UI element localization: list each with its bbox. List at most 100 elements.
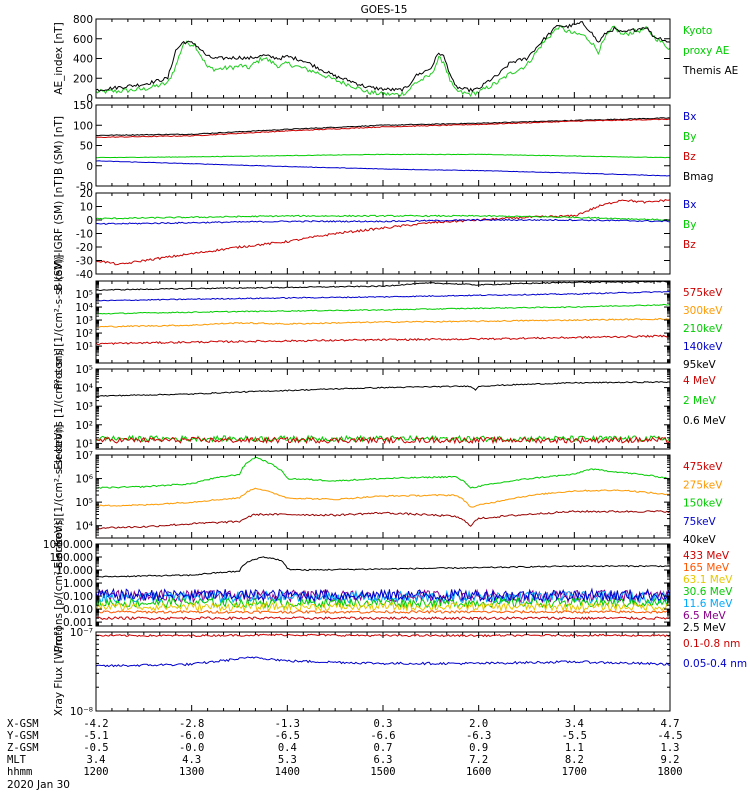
y-axis-label: AE_index [nT]: [53, 22, 65, 94]
y-tick-label: 200: [73, 73, 93, 85]
y-tick-label: 50: [80, 141, 93, 153]
legend-entry: 433 MeV: [683, 550, 730, 562]
legend-entry: Bx: [683, 111, 696, 123]
plot-title: GOES-15: [361, 4, 408, 16]
legend-entry: 0.05-0.4 nm: [683, 658, 747, 670]
axis-row-label: MLT: [7, 754, 27, 766]
series-140kev: [96, 290, 670, 302]
axis-value: 1.1: [565, 742, 584, 754]
axis-value: 3.4: [565, 718, 584, 730]
series-300kev: [96, 317, 670, 328]
legend-entry: Bz: [683, 151, 696, 163]
axis-value: 1400: [275, 766, 300, 778]
y-tick-label: 0.010: [63, 604, 93, 616]
y-tick-label: -40: [76, 269, 93, 281]
y-axis-label: Electrons [1/(cm²-s-sr)]: [53, 348, 65, 470]
series-475kev: [96, 509, 670, 530]
axis-value: 2.0: [469, 718, 488, 730]
legend-entry: 575keV: [683, 287, 723, 299]
y-tick-label: -50: [76, 181, 93, 193]
axis-value: -0.0: [179, 742, 204, 754]
y-tick-label: 10¹: [75, 438, 93, 450]
series-4-mev: [96, 435, 670, 445]
series-by: [96, 214, 670, 222]
series-kyoto-proxy-ae: [96, 24, 670, 98]
legend-entry: 95keV: [683, 359, 717, 371]
legend-entry: 300keV: [683, 305, 723, 317]
series-bz: [96, 118, 670, 138]
panel-xray: 10⁻⁸ 10⁻⁷ Xray Flux [W/m²] 0.1-0.8 nm 0.05-0…: [53, 627, 747, 718]
panel-frame: [95, 104, 671, 187]
legend-entry: By: [683, 219, 696, 231]
y-tick-label: 600: [73, 34, 93, 46]
y-tick-label: 10⁵: [75, 497, 93, 509]
y-tick-label: 100: [73, 120, 93, 132]
axis-value: -6.0: [179, 730, 204, 742]
legend-entry: 165 MeV: [683, 562, 730, 574]
legend-entry: 75keV: [683, 516, 717, 528]
axis-value: 4.3: [182, 754, 201, 766]
axis-value: 1500: [370, 766, 395, 778]
series-2-5-mev: [96, 556, 670, 578]
axis-value: -6.6: [370, 730, 395, 742]
y-tick-label: 100.000: [50, 552, 93, 564]
y-tick-label: 10²: [75, 328, 93, 340]
y-tick-label: 10⁶: [75, 474, 93, 486]
panel-b_igrf: -40-30 -20-10 010 20 B (SM)-IGRF (SM) [nT] Bx…: [53, 176, 696, 291]
y-tick-label: 10⁵: [75, 289, 93, 301]
axis-value: -0.5: [83, 742, 108, 754]
y-tick-label: 400: [73, 54, 93, 66]
legend-entry: By: [683, 131, 696, 143]
axis-value: 0.4: [278, 742, 297, 754]
y-tick-label: 10³: [75, 401, 93, 413]
legend-entry: 4 MeV: [683, 375, 717, 387]
y-tick-label: 0.100: [63, 591, 93, 603]
series-0-6-mev: [96, 381, 670, 397]
series-themis-ae: [96, 21, 670, 93]
legend-entry: Bmag: [683, 171, 714, 183]
y-axis-label: Protons [p/(cm²-s-sr-keV)]: [53, 518, 65, 653]
series-165-mev: [96, 609, 670, 615]
axis-value: 0.9: [469, 742, 488, 754]
y-tick-label: 10⁵: [75, 364, 93, 376]
axis-value: 5.3: [278, 754, 297, 766]
legend-entry: 150keV: [683, 498, 723, 510]
y-tick-label: 10.000: [56, 565, 93, 577]
legend-entry: proxy AE: [683, 45, 729, 57]
axis-value: -6.3: [466, 730, 491, 742]
axis-row-label: Z-GSM: [7, 742, 39, 754]
axis-value: 1200: [83, 766, 108, 778]
axis-value: -5.5: [562, 730, 587, 742]
axis-value: 1600: [466, 766, 491, 778]
series-bz: [96, 199, 670, 266]
panel-frame: [95, 631, 671, 712]
series-575kev: [96, 334, 670, 346]
axis-value: -5.1: [83, 730, 108, 742]
series-30-6-mev: [96, 596, 670, 610]
y-tick-label: 1.000: [63, 578, 93, 590]
legend-entry: Themis AE: [682, 65, 738, 77]
y-tick-label: 0: [86, 161, 93, 173]
y-tick-label: -10: [76, 229, 93, 241]
series-210kev: [96, 303, 670, 315]
panel-electrons_kev: 10⁴ 10⁵ 10⁶ 10⁷ Electrons [1/(cm²-s-sr-keV)]…: [53, 425, 723, 569]
y-axis-label: B (SM)-IGRF (SM) [nT]: [53, 176, 65, 291]
panel-b_sm: -50 0 50 100 150 B (SM) [nT] Bx By Bz Bmag: [53, 100, 714, 193]
date-label: 2020 Jan 30: [7, 779, 70, 791]
panel-frame: [95, 543, 671, 627]
panel-frame: [95, 192, 671, 275]
y-tick-label: 0.001: [63, 617, 93, 629]
axis-value: -1.3: [275, 718, 300, 730]
legend-entry: 30.6 MeV: [683, 586, 733, 598]
series-150kev: [96, 487, 670, 508]
y-axis-label: Protons [1/(cm²-s-sr-keV)]: [53, 255, 65, 390]
y-axis-label: Xray Flux [W/m²]: [53, 627, 65, 716]
series-2-5-mev-b: [96, 587, 670, 603]
legend-entry: 475keV: [683, 461, 723, 473]
y-tick-label: 1000.000: [43, 539, 93, 551]
y-tick-label: 10⁻⁷: [70, 627, 93, 639]
y-tick-label: 0: [86, 215, 93, 227]
legend-entry: Kyoto: [683, 25, 712, 37]
axis-value: -4.2: [83, 718, 108, 730]
axis-value: 1800: [657, 766, 682, 778]
